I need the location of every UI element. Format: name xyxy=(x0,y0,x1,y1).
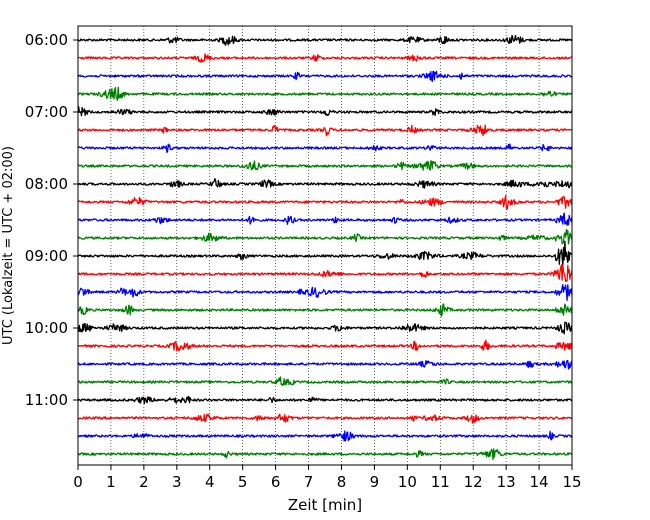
x-tick-label-1: 1 xyxy=(106,473,116,491)
x-tick-label-12: 12 xyxy=(464,473,483,491)
x-tick-label-7: 7 xyxy=(304,473,314,491)
trace-0800 xyxy=(77,178,573,189)
trace-0630 xyxy=(77,70,573,83)
x-tick-label-14: 14 xyxy=(530,473,549,491)
y-tick-label-1000: 10:00 xyxy=(25,319,68,337)
trace-0830 xyxy=(77,212,573,226)
trace-0645 xyxy=(77,86,572,101)
trace-layer xyxy=(77,34,573,461)
plot-frame xyxy=(77,25,573,466)
trace-1045 xyxy=(77,376,573,387)
y-tick-label-0800: 08:00 xyxy=(25,175,68,193)
trace-0600 xyxy=(77,34,573,46)
trace-1130 xyxy=(77,430,573,442)
trace-0845 xyxy=(77,228,573,245)
x-tick-label-6: 6 xyxy=(271,473,281,491)
trace-1115 xyxy=(77,413,572,424)
y-axis-label: UTC (Lokalzeit = UTC + 02:00) xyxy=(1,146,16,345)
trace-0715 xyxy=(77,124,573,137)
trace-1030 xyxy=(77,359,573,370)
y-tick-label-1100: 11:00 xyxy=(25,391,68,409)
y-tick-label-0600: 06:00 xyxy=(25,31,68,49)
x-axis-label: Zeit [min] xyxy=(288,496,362,514)
x-tick-label-8: 8 xyxy=(337,473,347,491)
trace-0915 xyxy=(77,264,573,283)
x-tick-label-5: 5 xyxy=(238,473,248,491)
grid-lines xyxy=(110,26,540,465)
y-axis: 06:00 07:00 08:00 09:00 10:00 11:00 xyxy=(25,31,78,409)
x-tick-label-11: 11 xyxy=(431,473,450,491)
trace-0900 xyxy=(77,240,573,267)
trace-0815 xyxy=(77,194,573,210)
trace-1015 xyxy=(77,339,573,352)
trace-1100 xyxy=(77,395,573,405)
trace-0745 xyxy=(77,160,573,171)
x-tick-label-13: 13 xyxy=(497,473,516,491)
trace-0730 xyxy=(77,143,573,154)
trace-0945 xyxy=(77,303,573,317)
x-tick-label-15: 15 xyxy=(562,473,581,491)
trace-0615 xyxy=(77,53,573,63)
trace-1000 xyxy=(77,321,573,335)
x-tick-label-3: 3 xyxy=(172,473,182,491)
x-axis: 0 1 2 3 4 5 6 7 8 9 10 11 12 13 14 15 xyxy=(73,465,582,491)
y-tick-label-0700: 07:00 xyxy=(25,103,68,121)
x-tick-label-2: 2 xyxy=(139,473,149,491)
x-tick-label-9: 9 xyxy=(370,473,380,491)
trace-0930 xyxy=(77,284,573,301)
y-tick-label-0900: 09:00 xyxy=(25,247,68,265)
x-tick-label-0: 0 xyxy=(73,473,83,491)
x-tick-label-4: 4 xyxy=(205,473,215,491)
trace-1145 xyxy=(77,448,573,461)
x-tick-label-10: 10 xyxy=(398,473,417,491)
trace-0700 xyxy=(77,106,573,117)
